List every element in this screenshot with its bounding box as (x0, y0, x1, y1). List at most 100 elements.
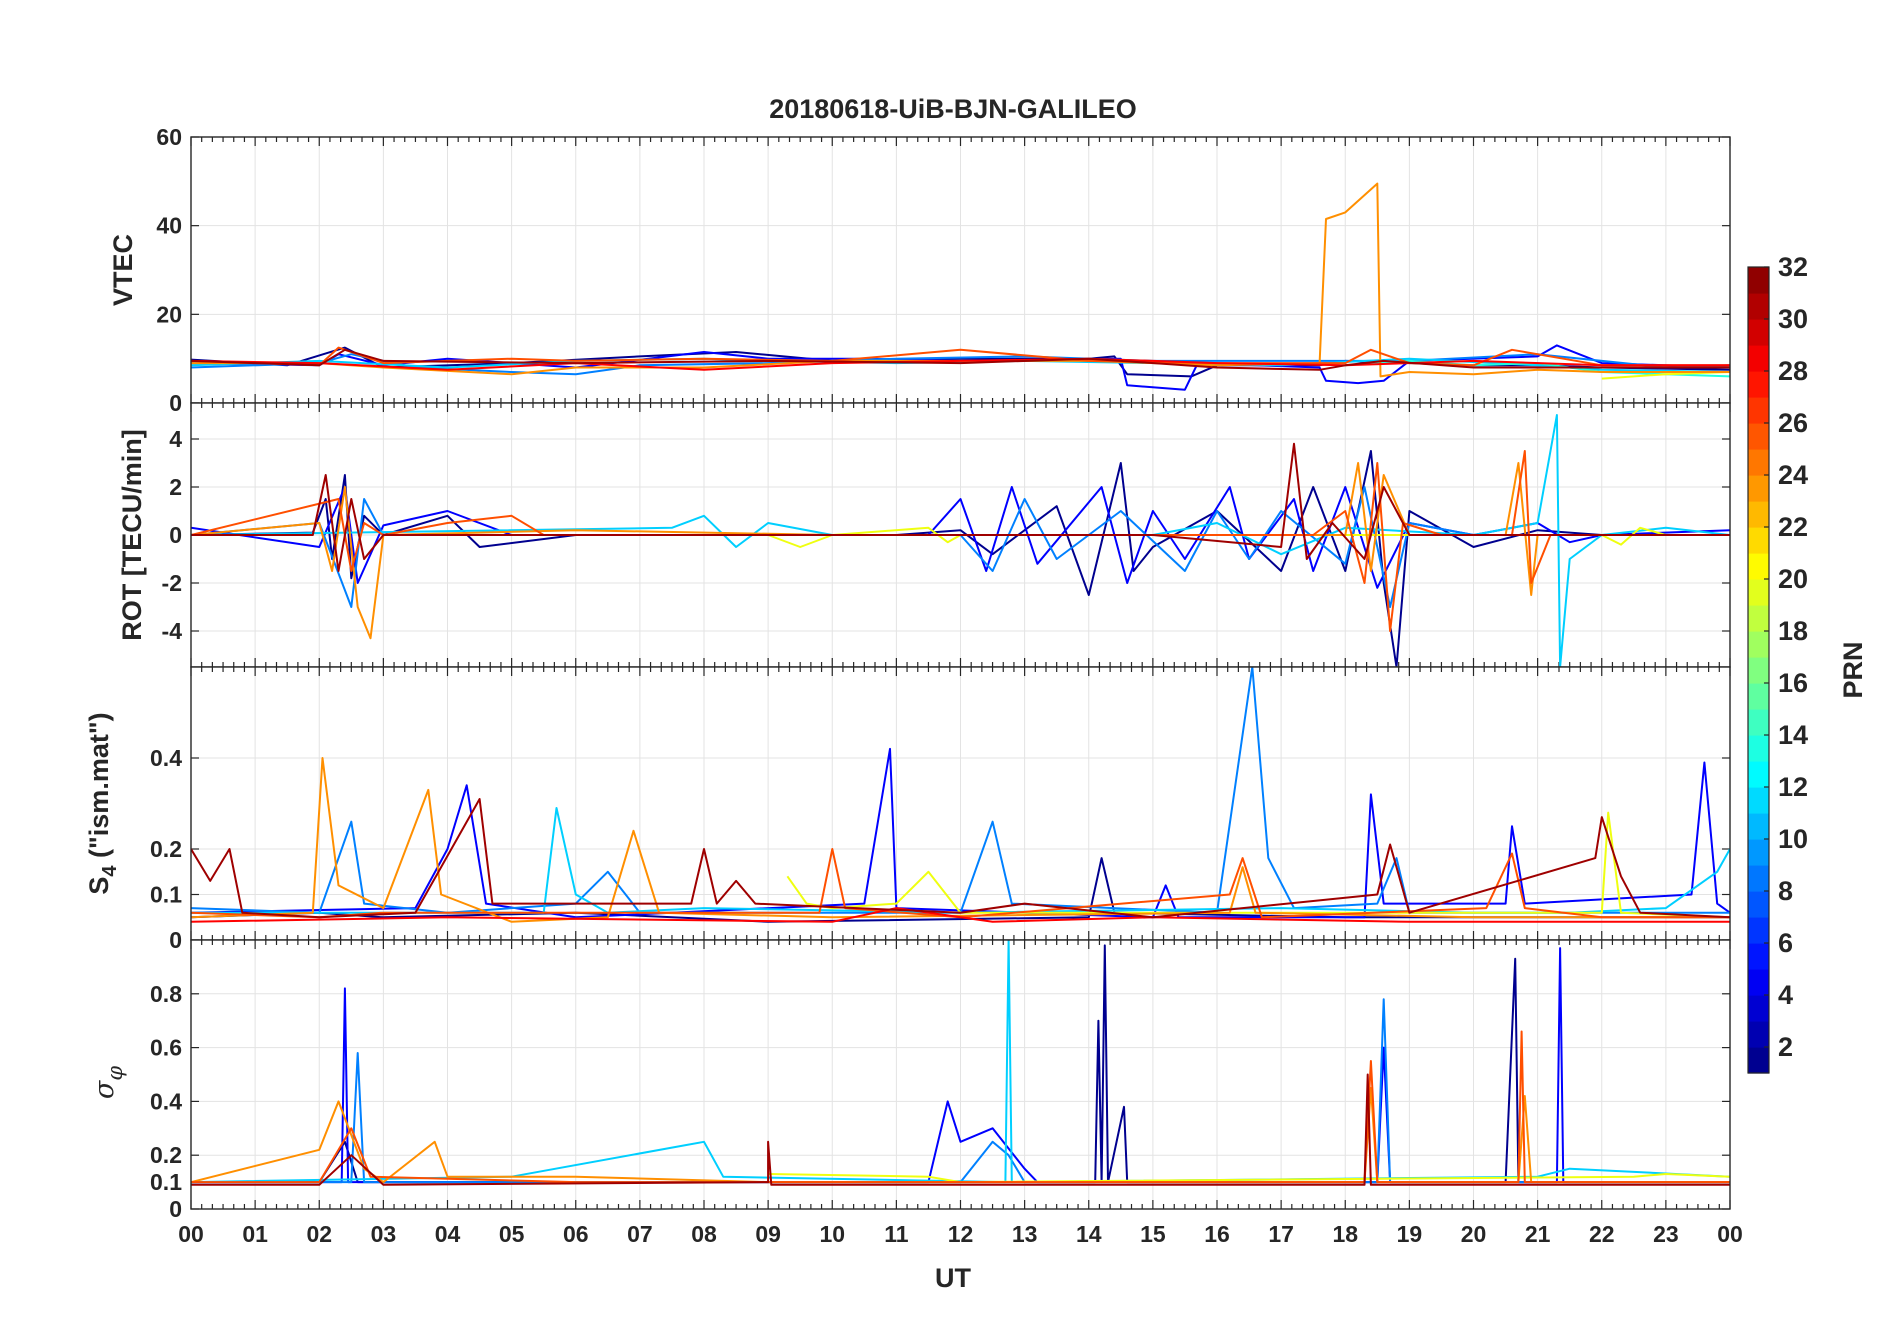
y-label-subscript: φ (103, 1066, 127, 1081)
series-line-prn-20 (768, 1173, 1730, 1184)
colorbar-segment (1748, 319, 1769, 346)
colorbar-segment (1748, 917, 1769, 944)
colorbar-tick-label: 18 (1778, 616, 1808, 646)
colorbar-tick-label: 28 (1778, 356, 1808, 386)
colorbar-segment (1748, 527, 1769, 554)
series-group (191, 182, 1730, 391)
colorbar-segment (1748, 995, 1769, 1022)
colorbar-segment (1748, 397, 1769, 424)
y-tick-label: 4 (169, 426, 182, 452)
y-tick-label: 60 (156, 124, 182, 150)
x-tick-label: 05 (499, 1221, 525, 1247)
y-tick-label: 0 (169, 522, 182, 548)
colorbar-tick-label: 2 (1778, 1032, 1793, 1062)
colorbar-segment (1748, 709, 1769, 736)
colorbar-segment (1748, 267, 1769, 294)
series-line-prn-25 (191, 450, 1730, 632)
y-tick-label: 0.1 (150, 1169, 182, 1195)
chart-title: 20180618-UiB-BJN-GALILEO (769, 94, 1137, 124)
colorbar-segment (1748, 423, 1769, 450)
x-tick-label: 15 (1140, 1221, 1166, 1247)
colorbar-tick-label: 20 (1778, 564, 1808, 594)
y-tick-label: 0.2 (150, 836, 182, 862)
colorbar-segment (1748, 475, 1769, 502)
series-line-prn-5 (191, 747, 1730, 919)
colorbar-segment (1748, 813, 1769, 840)
colorbar-segment (1748, 865, 1769, 892)
colorbar-segment (1748, 293, 1769, 320)
x-tick-label: 20 (1461, 1221, 1487, 1247)
colorbar-tick-label: 4 (1778, 980, 1793, 1010)
colorbar-segment (1748, 553, 1769, 580)
colorbar-tick-label: 14 (1778, 720, 1808, 750)
colorbar-segment (1748, 891, 1769, 918)
series-line-prn-12 (191, 414, 1730, 667)
panel-sigma: 00.10.2 0.4 0.6 0.8 σφ (89, 939, 1731, 1222)
x-tick-label: 04 (435, 1221, 461, 1247)
colorbar-segment (1748, 943, 1769, 970)
series-line-prn-31 (191, 1073, 1730, 1186)
y-axis-label: S4 ("ism.mat") (84, 712, 121, 894)
x-tick-label: 22 (1589, 1221, 1615, 1247)
series-group (191, 667, 1730, 923)
x-tick-label: 06 (563, 1221, 589, 1247)
x-tick-label: 17 (1268, 1221, 1294, 1247)
y-tick-label: 20 (156, 301, 182, 327)
colorbar-segment (1748, 345, 1769, 372)
series-line-prn-23 (191, 1087, 1730, 1184)
y-tick-label: -2 (162, 570, 182, 596)
x-tick-label: 14 (1076, 1221, 1102, 1247)
colorbar-segment (1748, 501, 1769, 528)
x-tick-label: 19 (1397, 1221, 1423, 1247)
colorbar-tick-label: 6 (1778, 928, 1793, 958)
series-line-prn-23 (191, 757, 1730, 923)
series-line-prn-2 (191, 450, 1730, 667)
y-label-part: S (84, 877, 114, 895)
colorbar-segment (1748, 605, 1769, 632)
y-tick-label: 0 (169, 1196, 182, 1222)
x-tick-label: 21 (1525, 1221, 1551, 1247)
series-line-prn-9 (191, 998, 1730, 1184)
series-group (191, 414, 1730, 667)
y-axis-label: σφ (89, 1066, 127, 1099)
series-line-prn-31 (191, 348, 1730, 371)
colorbar-segment (1748, 371, 1769, 398)
series-group (191, 940, 1730, 1186)
colorbar-tick-label: 10 (1778, 824, 1808, 854)
x-tick-label: 13 (1012, 1221, 1038, 1247)
y-tick-label: 0.2 (150, 1142, 182, 1168)
colorbar-frame (1747, 266, 1770, 1074)
colorbar-tick-label: 32 (1778, 252, 1808, 282)
y-label-subscript: 4 (99, 865, 121, 877)
y-tick-label: 0 (169, 927, 182, 953)
series-line-prn-31 (191, 442, 1730, 572)
colorbar-segment (1748, 449, 1769, 476)
colorbar-segment (1748, 631, 1769, 658)
x-tick-label: 01 (242, 1221, 268, 1247)
colorbar-tick-label: 26 (1778, 408, 1808, 438)
colorbar-segment (1748, 579, 1769, 606)
y-label-part: ("ism.mat") (84, 712, 114, 865)
x-tick-label: 23 (1653, 1221, 1679, 1247)
colorbar-label: PRN (1838, 641, 1868, 698)
x-tick-label: 00 (1717, 1221, 1743, 1247)
x-tick-label: 16 (1204, 1221, 1230, 1247)
y-tick-label: 0.4 (150, 1088, 182, 1114)
x-tick-label: 00 (178, 1221, 204, 1247)
y-tick-label: -4 (162, 618, 183, 644)
colorbar-segment (1748, 839, 1769, 866)
series-line-prn-25 (191, 1030, 1730, 1184)
y-axis-label: ROT [TECU/min] (117, 429, 147, 640)
y-axis-label: VTEC (108, 234, 138, 306)
colorbar-segment (1748, 969, 1769, 996)
x-tick-label: 11 (884, 1221, 909, 1247)
y-tick-label: 2 (169, 474, 182, 500)
panel-rot: -4 -2 0 2 4 ROT [TECU/min] (117, 402, 1731, 668)
y-tick-label: 0.1 (150, 882, 182, 908)
colorbar-tick-label: 8 (1778, 876, 1793, 906)
colorbar-segment (1748, 761, 1769, 788)
colorbar-tick-label: 22 (1778, 512, 1808, 542)
series-line-prn-25 (191, 848, 1730, 919)
